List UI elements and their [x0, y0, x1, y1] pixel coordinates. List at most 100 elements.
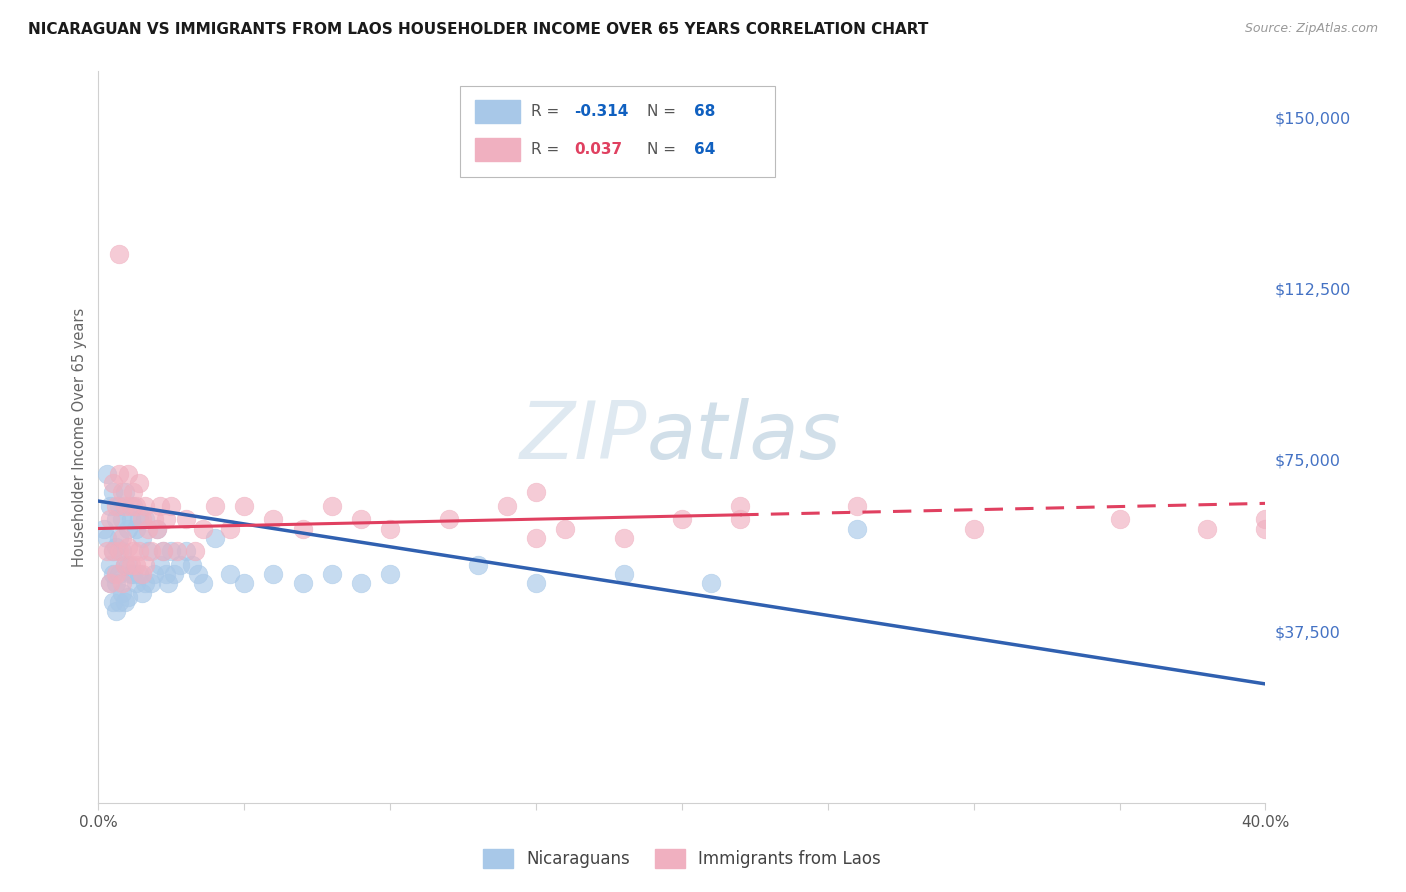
Point [291, 521, 314, 535]
Point [155, 567, 177, 582]
Text: ZIP: ZIP [520, 398, 647, 476]
Point [98, 576, 121, 591]
Point [111, 576, 134, 591]
Point [321, 499, 343, 513]
Text: Source: ZipAtlas.com: Source: ZipAtlas.com [1244, 22, 1378, 36]
Point [193, 521, 215, 535]
Point [730, 499, 752, 513]
Point [134, 576, 156, 591]
Point [149, 499, 172, 513]
Point [1108, 512, 1130, 526]
Point [496, 499, 519, 513]
Point [139, 544, 162, 558]
Text: 0.037: 0.037 [575, 142, 623, 157]
Point [128, 512, 150, 526]
Point [152, 544, 174, 558]
Point [160, 499, 183, 513]
Point [131, 531, 153, 545]
Point [114, 484, 136, 499]
Point [114, 558, 136, 573]
Point [218, 567, 240, 582]
Point [139, 576, 162, 591]
Point [108, 467, 131, 481]
Point [96, 467, 118, 481]
Point [122, 544, 145, 558]
Point [350, 512, 373, 526]
Point [146, 521, 169, 535]
Legend: Nicaraguans, Immigrants from Laos: Nicaraguans, Immigrants from Laos [477, 842, 887, 875]
Point [122, 567, 145, 582]
Point [111, 512, 134, 526]
Point [730, 512, 752, 526]
Point [117, 558, 139, 573]
Point [152, 544, 174, 558]
Point [104, 576, 127, 591]
Point [671, 512, 693, 526]
Point [101, 544, 124, 558]
Point [117, 521, 139, 535]
Point [204, 531, 226, 545]
Point [128, 567, 150, 582]
Point [846, 521, 869, 535]
Point [104, 567, 127, 582]
Point [218, 521, 240, 535]
Point [321, 567, 343, 582]
Point [524, 484, 547, 499]
Point [104, 540, 127, 554]
Point [1254, 512, 1277, 526]
FancyBboxPatch shape [460, 86, 775, 178]
Point [134, 512, 156, 526]
Point [169, 558, 191, 573]
Bar [475, 138, 520, 161]
Point [204, 499, 226, 513]
Point [291, 576, 314, 591]
Point [612, 531, 634, 545]
Point [380, 521, 402, 535]
Y-axis label: Householder Income Over 65 years: Householder Income Over 65 years [72, 308, 87, 566]
Point [146, 521, 169, 535]
Text: 64: 64 [693, 142, 716, 157]
Point [120, 558, 142, 573]
Text: N =: N = [647, 104, 681, 120]
Point [117, 590, 139, 604]
Point [380, 567, 402, 582]
Point [554, 521, 576, 535]
Point [96, 544, 118, 558]
Bar [475, 100, 520, 123]
Point [98, 558, 121, 573]
Point [111, 531, 134, 545]
Point [134, 499, 156, 513]
Point [104, 499, 127, 513]
Point [98, 499, 121, 513]
Text: N =: N = [647, 142, 681, 157]
Point [524, 576, 547, 591]
Point [262, 567, 284, 582]
Point [108, 247, 131, 261]
Point [131, 512, 153, 526]
Point [157, 576, 180, 591]
Point [117, 540, 139, 554]
Point [108, 544, 131, 558]
Point [524, 531, 547, 545]
Point [180, 558, 202, 573]
Point [104, 512, 127, 526]
Point [437, 512, 460, 526]
Point [98, 576, 121, 591]
Point [104, 604, 127, 618]
Point [350, 576, 373, 591]
Point [114, 558, 136, 573]
Point [233, 499, 256, 513]
Point [193, 576, 215, 591]
Point [114, 594, 136, 608]
Point [108, 499, 131, 513]
Point [101, 567, 124, 582]
Text: 68: 68 [693, 104, 716, 120]
Point [163, 567, 186, 582]
Point [120, 499, 142, 513]
Point [166, 544, 188, 558]
Point [155, 512, 177, 526]
Point [125, 576, 148, 591]
Text: -0.314: -0.314 [575, 104, 628, 120]
Point [108, 594, 131, 608]
Point [233, 576, 256, 591]
